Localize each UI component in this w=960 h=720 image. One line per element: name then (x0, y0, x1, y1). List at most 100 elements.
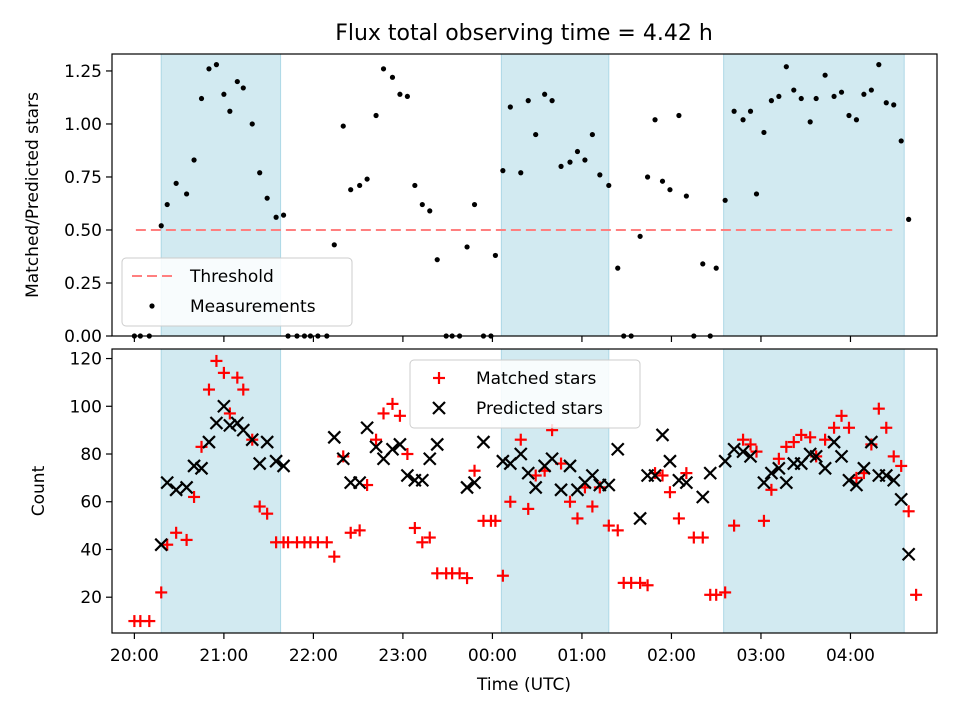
measurement-point (883, 100, 889, 106)
predicted-star-marker (352, 475, 367, 490)
matched-star-marker (353, 524, 366, 537)
predicted-star-marker (703, 466, 718, 480)
measurement-point (164, 201, 170, 208)
matched-star-marker (461, 572, 474, 585)
predicted-star-marker (393, 437, 407, 452)
matched-star-marker (865, 438, 878, 451)
predicted-star-marker (202, 435, 216, 449)
legend-measurement-swatch (149, 303, 155, 309)
predicted-star-marker (327, 430, 342, 445)
y-tick-label: 120 (70, 350, 102, 370)
matched-star-marker (320, 536, 333, 549)
measurement-point (507, 104, 513, 110)
matched-star-marker (468, 464, 481, 477)
predicted-star-marker (467, 475, 482, 490)
count-plot-frame (111, 348, 938, 634)
measurement-point (191, 157, 197, 163)
measurement-point (831, 93, 837, 100)
predicted-star-marker (695, 490, 710, 504)
y-tick-label: 0.00 (64, 327, 102, 347)
predicted-star-marker (528, 480, 543, 495)
predicted-star-marker (610, 442, 625, 457)
count-y-axis-label: Count (29, 465, 49, 516)
measurement-point (898, 138, 904, 144)
matched-star-marker (217, 366, 230, 379)
matched-star-marker (237, 383, 250, 396)
predicted-star-marker (179, 480, 194, 495)
matched-star-marker (261, 507, 274, 520)
predicted-star-marker (260, 435, 274, 449)
measurement-point (389, 74, 396, 80)
matched-star-marker (202, 383, 215, 396)
predicted-star-marker (663, 454, 677, 468)
measurement-point (357, 182, 363, 189)
matched-star-marker (514, 433, 527, 446)
predicted-star-marker (602, 478, 616, 492)
y-tick-label: 100 (70, 397, 102, 417)
matched-star-marker (489, 514, 502, 527)
matched-star-marker (416, 536, 429, 549)
predicted-star-marker (154, 537, 169, 552)
y-tick-label: 20 (80, 588, 102, 608)
predicted-star-marker (496, 454, 510, 468)
x-tick-label: 02:00 (647, 646, 696, 666)
count-y-ticks: 20 40 60 80 100 120 (70, 350, 112, 608)
measurement-point (667, 187, 673, 193)
matched-star-marker (737, 433, 750, 446)
predicted-star-marker (223, 418, 237, 433)
predicted-star-marker (521, 466, 536, 480)
matched-star-marker (504, 495, 517, 508)
legend-matched-label: Matched stars (476, 369, 596, 389)
matched-star-marker (522, 502, 535, 515)
measurement-point (198, 95, 205, 102)
matched-star-marker (231, 371, 244, 384)
predicted-star-marker (718, 454, 732, 468)
predicted-star-marker (886, 473, 901, 488)
matched-star-marker (765, 483, 778, 496)
chart-title: Flux total observing time = 4.42 h (335, 21, 713, 46)
measurement-point (464, 244, 470, 250)
matched-star-marker (696, 531, 709, 544)
measurement-point (273, 214, 279, 220)
matched-star-marker (571, 512, 584, 525)
predicted-star-marker (169, 483, 183, 497)
matched-star-marker (393, 409, 406, 422)
matched-star-marker (663, 486, 676, 499)
predicted-star-marker (633, 511, 647, 526)
matched-star-marker (253, 500, 266, 513)
measurement-point (249, 121, 255, 127)
measurement-point (861, 91, 867, 97)
measurement-point (427, 208, 433, 214)
predicted-star-marker (772, 461, 786, 476)
measurement-point (183, 191, 190, 197)
matched-star-marker (780, 440, 793, 453)
predicted-star-marker (834, 449, 849, 464)
predicted-star-points (154, 399, 916, 562)
count-legend: Matched stars Predicted stars (409, 359, 641, 429)
matched-star-marker (804, 431, 817, 444)
x-tick-label: 20:00 (110, 646, 159, 666)
predicted-star-marker (672, 473, 686, 488)
measurement-point (280, 212, 287, 218)
measurement-point (492, 252, 499, 259)
measurement-point (700, 261, 706, 267)
predicted-star-marker (743, 449, 758, 464)
matched-star-marker (719, 586, 732, 599)
x-tick-label: 22:00 (289, 646, 338, 666)
measurement-point (549, 98, 555, 104)
matched-star-marker (835, 409, 848, 422)
measurement-point (606, 182, 612, 189)
measurement-point (234, 78, 240, 85)
matched-star-marker (819, 433, 832, 446)
measurement-point (783, 64, 789, 70)
measurement-point (713, 265, 719, 271)
predicted-star-marker (460, 480, 474, 495)
measurement-point (380, 66, 387, 72)
predicted-star-marker (864, 435, 879, 449)
ratio-plot-frame (111, 53, 938, 337)
measurement-point (542, 91, 548, 97)
predicted-star-marker (827, 435, 841, 449)
measurement-point (807, 119, 813, 125)
matched-star-marker (680, 467, 693, 480)
measurement-point (722, 197, 728, 203)
